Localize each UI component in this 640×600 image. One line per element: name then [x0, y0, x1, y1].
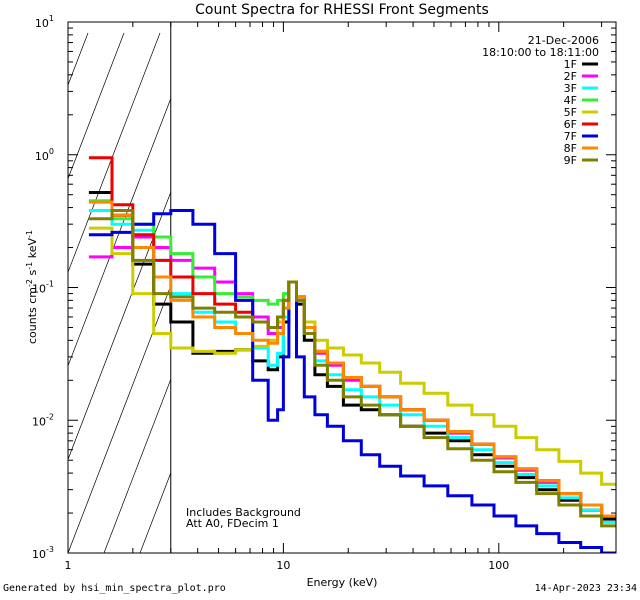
- date-label: 21-Dec-2006: [528, 34, 599, 47]
- hatch-line: [68, 32, 125, 180]
- hatch-line: [284, 33, 484, 553]
- timestamp-label: 14-Apr-2023 23:34: [534, 583, 637, 594]
- legend-label-7F: 7F: [564, 130, 577, 143]
- legend-label-6F: 6F: [564, 118, 577, 131]
- legend-label-2F: 2F: [564, 70, 577, 83]
- x-axis-label: Energy (keV): [307, 576, 378, 589]
- legend-label-3F: 3F: [564, 82, 577, 95]
- hatch-line: [68, 97, 171, 367]
- x-tick-label: 1: [65, 559, 72, 572]
- x-tick-label: 10: [276, 559, 290, 572]
- hatch-line: [68, 32, 161, 274]
- hatch-line: [0, 33, 16, 553]
- series-line-8F: [88, 200, 616, 518]
- series-group: [88, 156, 616, 553]
- time-range-label: 18:10:00 to 18:11:00: [482, 46, 599, 59]
- series-line-7F: [88, 209, 616, 553]
- legend-label-4F: 4F: [564, 94, 577, 107]
- y-axis-label: counts cm-2 s-1 keV-1: [25, 230, 39, 344]
- series-line-9F: [88, 209, 616, 528]
- series-line-3F: [88, 209, 616, 524]
- y-tick-label: 10-1: [32, 280, 54, 296]
- series-line-5F: [88, 226, 616, 486]
- hatch-line: [464, 33, 640, 553]
- y-tick-label: 10-3: [32, 545, 54, 561]
- generated-by-label: Generated by hsi_min_spectra_plot.pro: [3, 583, 226, 594]
- y-tick-label: 100: [35, 147, 54, 163]
- axis-ticks: [67, 21, 616, 554]
- annotation-background: Includes Background: [186, 506, 301, 519]
- chart-title: Count Spectra for RHESSI Front Segments: [195, 2, 489, 18]
- legend-label-5F: 5F: [564, 106, 577, 119]
- y-tick-label: 10-2: [32, 412, 54, 428]
- legend-label-8F: 8F: [564, 142, 577, 155]
- legend-label-1F: 1F: [564, 58, 577, 71]
- hatch-line: [103, 378, 171, 553]
- annotation-attenuator: Att A0, FDecim 1: [186, 517, 279, 530]
- hatched-region: [0, 32, 640, 553]
- series-line-6F: [88, 156, 616, 518]
- legend-label-9F: 9F: [564, 154, 577, 167]
- axis-tick-labels: 1 10 100 101 100 10-1 10-2 10-3: [32, 14, 509, 572]
- x-tick-label: 100: [488, 559, 509, 572]
- y-tick-label: 101: [35, 14, 54, 30]
